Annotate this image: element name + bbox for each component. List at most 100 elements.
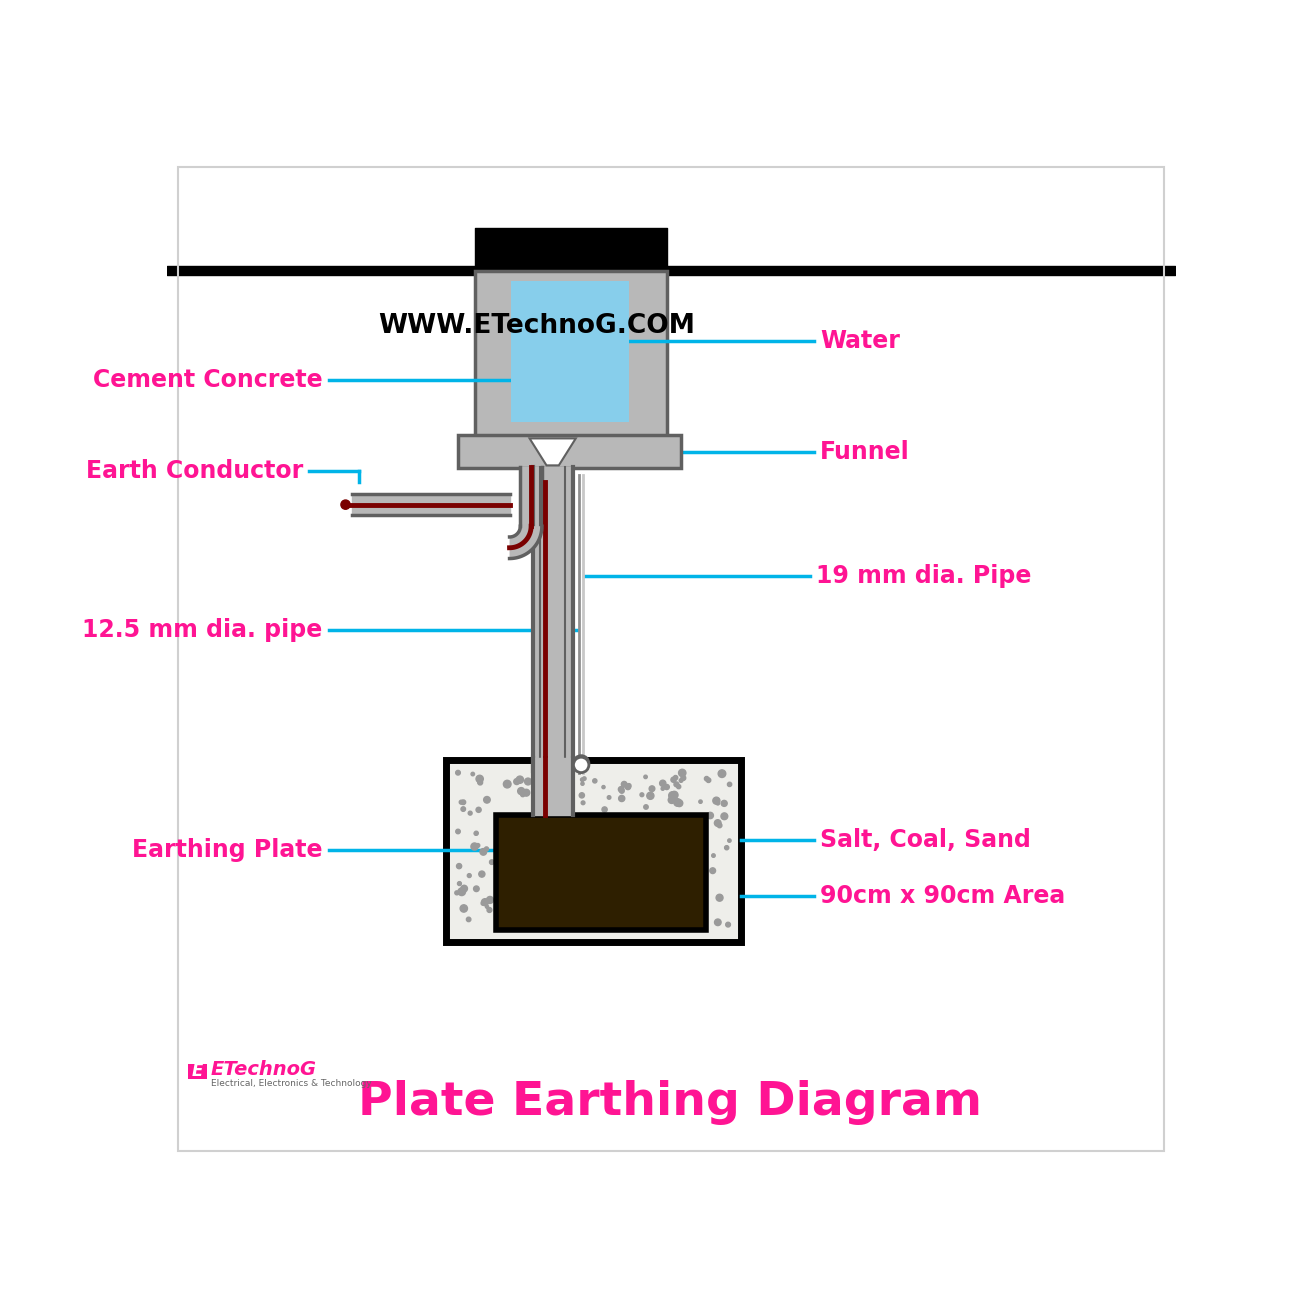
Circle shape [480, 848, 487, 855]
Circle shape [461, 800, 466, 805]
Polygon shape [458, 436, 681, 468]
Circle shape [573, 756, 589, 771]
Circle shape [461, 885, 467, 891]
Circle shape [543, 769, 548, 773]
Circle shape [721, 813, 728, 820]
Circle shape [476, 775, 483, 783]
Circle shape [649, 786, 654, 792]
Circle shape [728, 782, 732, 787]
Circle shape [458, 887, 466, 895]
Circle shape [525, 778, 531, 784]
Circle shape [454, 891, 458, 895]
Circle shape [707, 812, 713, 818]
Circle shape [644, 805, 648, 809]
Circle shape [504, 780, 511, 788]
Circle shape [478, 780, 483, 784]
Circle shape [474, 886, 479, 891]
Circle shape [709, 868, 716, 873]
Circle shape [461, 904, 467, 912]
Circle shape [567, 770, 571, 774]
Circle shape [469, 812, 473, 816]
Circle shape [542, 774, 550, 782]
Circle shape [559, 803, 563, 806]
Polygon shape [509, 526, 542, 559]
Circle shape [476, 843, 480, 847]
Circle shape [461, 806, 466, 812]
Polygon shape [475, 270, 668, 453]
Circle shape [522, 790, 530, 796]
Circle shape [675, 800, 683, 806]
Circle shape [483, 796, 490, 803]
Circle shape [474, 833, 478, 835]
Circle shape [679, 779, 683, 782]
Circle shape [672, 778, 675, 782]
Circle shape [583, 776, 586, 780]
Circle shape [627, 783, 631, 788]
Circle shape [474, 831, 478, 835]
Circle shape [551, 787, 556, 792]
Circle shape [717, 823, 721, 827]
Circle shape [699, 800, 702, 804]
Circle shape [486, 906, 488, 908]
Circle shape [457, 882, 461, 886]
Circle shape [715, 820, 721, 826]
Text: Water: Water [819, 329, 899, 354]
Circle shape [581, 801, 585, 805]
Circle shape [602, 806, 607, 812]
Circle shape [562, 801, 567, 808]
Text: Earthing Plate: Earthing Plate [132, 838, 322, 861]
Circle shape [538, 782, 546, 790]
Circle shape [660, 780, 666, 787]
Circle shape [482, 902, 484, 906]
Text: Electrical, Electronics & Technology: Electrical, Electronics & Technology [211, 1079, 372, 1088]
Circle shape [669, 792, 677, 800]
Circle shape [681, 775, 686, 780]
Text: Cement Concrete: Cement Concrete [93, 368, 322, 392]
Circle shape [715, 919, 721, 925]
Text: 90cm x 90cm Area: 90cm x 90cm Area [819, 883, 1066, 908]
Text: E: E [192, 1062, 203, 1081]
Circle shape [484, 847, 488, 851]
Circle shape [619, 796, 624, 801]
Circle shape [490, 860, 493, 864]
Circle shape [674, 782, 679, 787]
Circle shape [622, 782, 627, 787]
Circle shape [487, 897, 493, 903]
Circle shape [517, 788, 525, 795]
Circle shape [707, 778, 711, 783]
Circle shape [482, 899, 488, 906]
Circle shape [661, 787, 665, 791]
Circle shape [555, 769, 563, 776]
Text: Funnel: Funnel [819, 440, 910, 465]
Circle shape [340, 500, 351, 509]
Text: Salt, Coal, Sand: Salt, Coal, Sand [819, 829, 1030, 852]
Circle shape [725, 846, 729, 850]
Circle shape [541, 786, 545, 790]
Circle shape [678, 769, 686, 776]
Circle shape [513, 779, 520, 784]
Circle shape [725, 923, 730, 927]
Text: 12.5 mm dia. pipe: 12.5 mm dia. pipe [82, 619, 322, 642]
Circle shape [580, 778, 584, 782]
Polygon shape [445, 761, 741, 942]
Circle shape [457, 864, 462, 869]
Circle shape [670, 791, 678, 799]
Circle shape [719, 770, 725, 778]
Circle shape [487, 907, 492, 912]
Circle shape [581, 782, 584, 786]
Circle shape [626, 784, 631, 790]
Circle shape [467, 873, 471, 877]
Circle shape [466, 917, 471, 921]
Circle shape [713, 797, 720, 804]
Circle shape [471, 843, 478, 850]
Circle shape [607, 796, 611, 799]
Circle shape [721, 800, 728, 806]
Text: 19 mm dia. Pipe: 19 mm dia. Pipe [816, 564, 1031, 589]
Circle shape [579, 792, 584, 797]
Circle shape [456, 770, 461, 775]
Circle shape [716, 894, 723, 902]
Circle shape [593, 779, 597, 783]
Polygon shape [511, 282, 628, 423]
Circle shape [712, 853, 715, 857]
Circle shape [521, 792, 525, 796]
